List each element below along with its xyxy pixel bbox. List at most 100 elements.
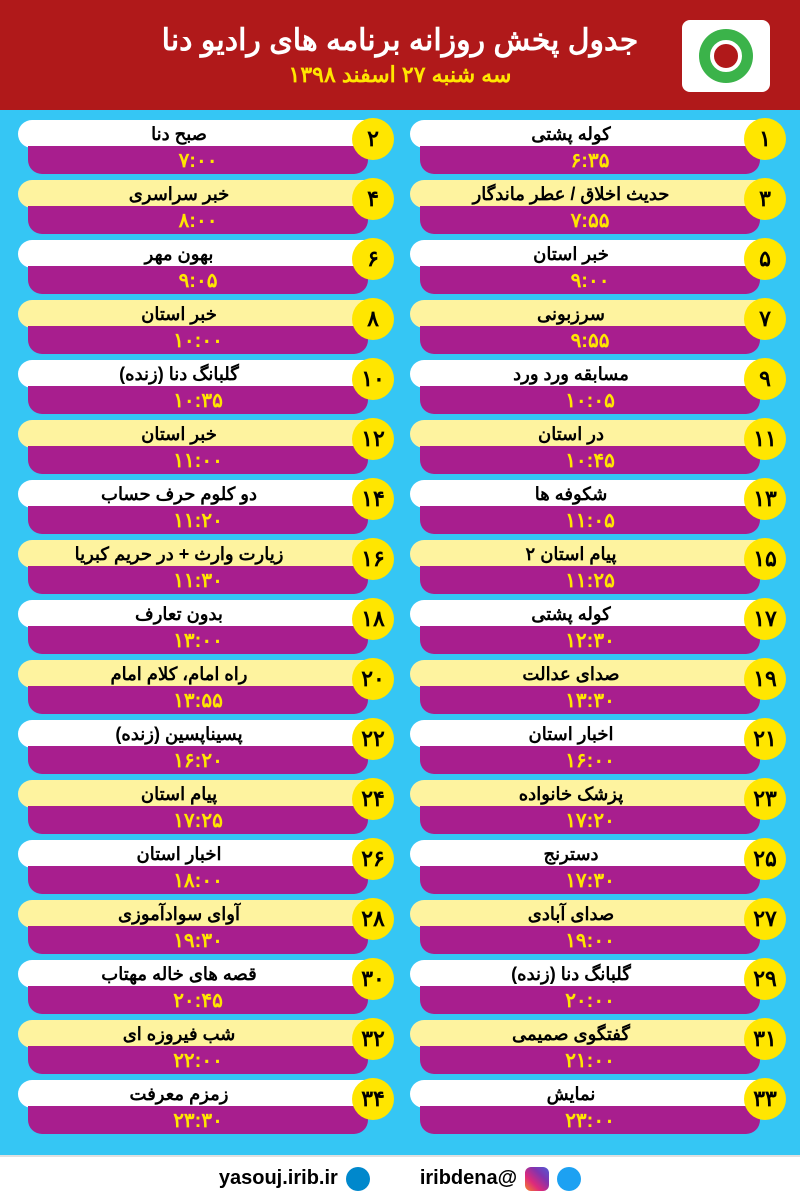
schedule-item: ۳۰قصه های خاله مهتاب۲۰:۴۵ bbox=[18, 960, 390, 1016]
item-time: ۱۰:۴۵ bbox=[420, 446, 760, 474]
schedule-item: ۲۴پیام استان۱۷:۲۵ bbox=[18, 780, 390, 836]
schedule-item: ۲۹گلبانگ دنا (زنده)۲۰:۰۰ bbox=[410, 960, 782, 1016]
website: yasouj.irib.ir bbox=[219, 1167, 370, 1191]
page-title: جدول پخش روزانه برنامه های رادیو دنا bbox=[162, 23, 639, 58]
item-title: شکوفه ها bbox=[410, 480, 760, 508]
schedule-item: ۲۶اخبار استان۱۸:۰۰ bbox=[18, 840, 390, 896]
item-title: زمزم معرفت bbox=[18, 1080, 368, 1108]
item-number-badge: ۳۱ bbox=[744, 1018, 786, 1060]
schedule-item: ۱۹صدای عدالت۱۳:۳۰ bbox=[410, 660, 782, 716]
item-time: ۱۳:۳۰ bbox=[420, 686, 760, 714]
schedule-item: ۱۱در استان۱۰:۴۵ bbox=[410, 420, 782, 476]
item-title: اخبار استان bbox=[18, 840, 368, 868]
item-number-badge: ۱۱ bbox=[744, 418, 786, 460]
item-number-badge: ۲۱ bbox=[744, 718, 786, 760]
item-number-badge: ۲ bbox=[352, 118, 394, 160]
item-title: دو کلوم حرف حساب bbox=[18, 480, 368, 508]
item-title: صدای عدالت bbox=[410, 660, 760, 688]
item-time: ۲۱:۰۰ bbox=[420, 1046, 760, 1074]
schedule-item: ۲۳پزشک خانواده۱۷:۲۰ bbox=[410, 780, 782, 836]
schedule-item: ۲صبح دنا۷:۰۰ bbox=[18, 120, 390, 176]
item-number-badge: ۱۳ bbox=[744, 478, 786, 520]
item-title: راه امام، کلام امام bbox=[18, 660, 368, 688]
item-number-badge: ۹ bbox=[744, 358, 786, 400]
item-number-badge: ۶ bbox=[352, 238, 394, 280]
schedule-item: ۳حدیث اخلاق / عطر ماندگار۷:۵۵ bbox=[410, 180, 782, 236]
schedule-item: ۳۱گفتگوی صمیمی۲۱:۰۰ bbox=[410, 1020, 782, 1076]
item-time: ۱۱:۳۰ bbox=[28, 566, 368, 594]
item-time: ۱۱:۲۰ bbox=[28, 506, 368, 534]
instagram-icon bbox=[525, 1167, 549, 1191]
item-number-badge: ۱۷ bbox=[744, 598, 786, 640]
schedule-item: ۲۱اخبار استان۱۶:۰۰ bbox=[410, 720, 782, 776]
header: جدول پخش روزانه برنامه های رادیو دنا سه … bbox=[0, 0, 800, 110]
item-title: بدون تعارف bbox=[18, 600, 368, 628]
item-title: در استان bbox=[410, 420, 760, 448]
schedule-item: ۱۲خبر استان۱۱:۰۰ bbox=[18, 420, 390, 476]
schedule-item: ۳۳نمایش۲۳:۰۰ bbox=[410, 1080, 782, 1136]
item-time: ۹:۵۵ bbox=[420, 326, 760, 354]
item-title: آوای سوادآموزی bbox=[18, 900, 368, 928]
item-number-badge: ۲۸ bbox=[352, 898, 394, 940]
item-title: پیام استان ۲ bbox=[410, 540, 760, 568]
item-time: ۲۰:۰۰ bbox=[420, 986, 760, 1014]
item-time: ۱۰:۰۵ bbox=[420, 386, 760, 414]
item-time: ۱۳:۵۵ bbox=[28, 686, 368, 714]
schedule-item: ۱۴دو کلوم حرف حساب۱۱:۲۰ bbox=[18, 480, 390, 536]
item-time: ۱۱:۲۵ bbox=[420, 566, 760, 594]
schedule-body: ۱کوله پشتی۶:۳۵۳حدیث اخلاق / عطر ماندگار۷… bbox=[0, 110, 800, 1155]
item-time: ۱۸:۰۰ bbox=[28, 866, 368, 894]
item-number-badge: ۱۰ bbox=[352, 358, 394, 400]
item-time: ۱۳:۰۰ bbox=[28, 626, 368, 654]
schedule-item: ۱۳شکوفه ها۱۱:۰۵ bbox=[410, 480, 782, 536]
item-title: نمایش bbox=[410, 1080, 760, 1108]
item-time: ۱۱:۰۵ bbox=[420, 506, 760, 534]
item-time: ۱۱:۰۰ bbox=[28, 446, 368, 474]
item-number-badge: ۱۸ bbox=[352, 598, 394, 640]
item-title: پزشک خانواده bbox=[410, 780, 760, 808]
item-time: ۱۷:۲۵ bbox=[28, 806, 368, 834]
schedule-item: ۲۸آوای سوادآموزی۱۹:۳۰ bbox=[18, 900, 390, 956]
item-title: کوله پشتی bbox=[410, 120, 760, 148]
schedule-item: ۱۷کوله پشتی۱۲:۳۰ bbox=[410, 600, 782, 656]
item-time: ۱۷:۳۰ bbox=[420, 866, 760, 894]
item-title: شب فیروزه ای bbox=[18, 1020, 368, 1048]
item-time: ۱۹:۰۰ bbox=[420, 926, 760, 954]
schedule-item: ۸خبر استان۱۰:۰۰ bbox=[18, 300, 390, 356]
item-time: ۱۹:۳۰ bbox=[28, 926, 368, 954]
schedule-item: ۱۰گلبانگ دنا (زنده)۱۰:۳۵ bbox=[18, 360, 390, 416]
schedule-item: ۲۷صدای آبادی۱۹:۰۰ bbox=[410, 900, 782, 956]
item-number-badge: ۲۹ bbox=[744, 958, 786, 1000]
item-time: ۸:۰۰ bbox=[28, 206, 368, 234]
footer: @iribdena yasouj.irib.ir bbox=[0, 1155, 800, 1200]
item-time: ۲۳:۳۰ bbox=[28, 1106, 368, 1134]
schedule-item: ۱۵پیام استان ۲۱۱:۲۵ bbox=[410, 540, 782, 596]
handle-text: @iribdena bbox=[420, 1167, 517, 1190]
schedule-item: ۲۲پسیناپسین (زنده)۱۶:۲۰ bbox=[18, 720, 390, 776]
item-title: گفتگوی صمیمی bbox=[410, 1020, 760, 1048]
item-number-badge: ۲۰ bbox=[352, 658, 394, 700]
item-number-badge: ۲۵ bbox=[744, 838, 786, 880]
item-title: خبر استان bbox=[410, 240, 760, 268]
item-title: خبر استان bbox=[18, 300, 368, 328]
item-number-badge: ۱ bbox=[744, 118, 786, 160]
item-number-badge: ۳۰ bbox=[352, 958, 394, 1000]
item-time: ۲۲:۰۰ bbox=[28, 1046, 368, 1074]
item-title: سرزبونی bbox=[410, 300, 760, 328]
item-time: ۲۳:۰۰ bbox=[420, 1106, 760, 1134]
item-title: پیام استان bbox=[18, 780, 368, 808]
social-handle: @iribdena bbox=[420, 1167, 581, 1191]
schedule-item: ۲۵دسترنج۱۷:۳۰ bbox=[410, 840, 782, 896]
item-number-badge: ۱۴ bbox=[352, 478, 394, 520]
item-time: ۱۷:۲۰ bbox=[420, 806, 760, 834]
item-number-badge: ۱۶ bbox=[352, 538, 394, 580]
schedule-item: ۳۴زمزم معرفت۲۳:۳۰ bbox=[18, 1080, 390, 1136]
item-title: پسیناپسین (زنده) bbox=[18, 720, 368, 748]
item-number-badge: ۷ bbox=[744, 298, 786, 340]
item-title: اخبار استان bbox=[410, 720, 760, 748]
item-number-badge: ۲۷ bbox=[744, 898, 786, 940]
schedule-item: ۶بهون مهر۹:۰۵ bbox=[18, 240, 390, 296]
item-time: ۹:۰۵ bbox=[28, 266, 368, 294]
item-number-badge: ۸ bbox=[352, 298, 394, 340]
item-time: ۱۶:۰۰ bbox=[420, 746, 760, 774]
